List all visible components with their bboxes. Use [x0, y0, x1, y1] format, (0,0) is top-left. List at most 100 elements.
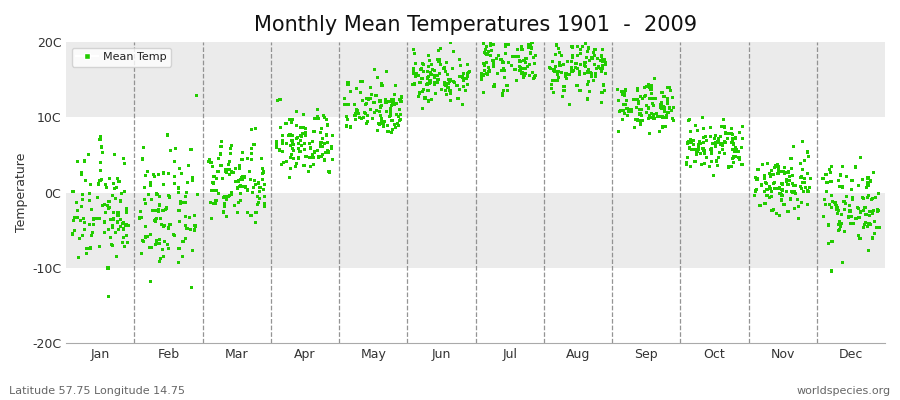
Point: [785, 165, 799, 172]
Point: [133, 208, 148, 215]
Point: [564, 65, 579, 71]
Point: [661, 109, 675, 115]
Point: [94, 202, 109, 208]
Point: [414, 65, 428, 71]
Point: [588, 46, 602, 53]
Point: [416, 60, 430, 66]
Point: [565, 53, 580, 59]
Point: [379, 108, 393, 114]
Point: [121, 240, 135, 246]
Point: [716, 116, 731, 122]
Point: [417, 86, 431, 93]
Point: [683, 136, 698, 142]
Point: [116, 226, 130, 232]
Point: [235, 174, 249, 181]
Point: [573, 46, 588, 52]
Point: [763, 186, 778, 192]
Point: [107, 151, 122, 158]
Bar: [67, 193, 885, 268]
Point: [587, 77, 601, 84]
Point: [235, 184, 249, 190]
Point: [313, 129, 328, 136]
Point: [704, 124, 718, 130]
Point: [648, 76, 662, 82]
Point: [516, 35, 530, 42]
Point: [639, 102, 653, 109]
Point: [548, 69, 562, 75]
Point: [140, 168, 155, 174]
Point: [642, 116, 656, 122]
Point: [630, 85, 644, 91]
Point: [113, 216, 128, 222]
Point: [844, 186, 859, 193]
Point: [762, 170, 777, 177]
Point: [289, 160, 303, 166]
Point: [279, 140, 293, 147]
Point: [596, 62, 610, 68]
Point: [374, 102, 389, 108]
Point: [138, 234, 152, 240]
Point: [686, 137, 700, 144]
Point: [643, 113, 657, 119]
Point: [680, 161, 694, 167]
Point: [232, 163, 247, 169]
Point: [240, 187, 255, 193]
Point: [270, 97, 284, 104]
Point: [658, 108, 672, 114]
Point: [213, 151, 228, 157]
Point: [871, 190, 886, 197]
Point: [65, 231, 79, 237]
Point: [834, 211, 849, 218]
Point: [497, 75, 511, 81]
Point: [381, 128, 395, 135]
Point: [494, 56, 508, 62]
Point: [797, 157, 812, 163]
Point: [153, 194, 167, 200]
Point: [653, 114, 668, 120]
Point: [306, 154, 320, 161]
Point: [644, 110, 658, 116]
Point: [849, 216, 863, 222]
Point: [307, 128, 321, 135]
Point: [354, 78, 368, 85]
Text: Latitude 57.75 Longitude 14.75: Latitude 57.75 Longitude 14.75: [9, 386, 185, 396]
Point: [648, 96, 662, 102]
Point: [116, 220, 130, 226]
Point: [243, 169, 257, 175]
Point: [454, 62, 468, 68]
Point: [724, 163, 739, 169]
Point: [107, 186, 122, 192]
Point: [815, 175, 830, 181]
Point: [310, 148, 325, 154]
Point: [310, 113, 325, 120]
Point: [253, 188, 267, 195]
Point: [643, 84, 657, 90]
Point: [552, 46, 566, 52]
Point: [788, 182, 803, 189]
Point: [432, 58, 446, 65]
Point: [74, 204, 88, 210]
Title: Monthly Mean Temperatures 1901  -  2009: Monthly Mean Temperatures 1901 - 2009: [254, 15, 698, 35]
Point: [481, 71, 495, 77]
Point: [209, 197, 223, 204]
Point: [370, 74, 384, 80]
Point: [376, 120, 391, 127]
Point: [518, 70, 532, 77]
Point: [851, 232, 866, 239]
Point: [644, 85, 659, 91]
Point: [446, 78, 461, 85]
Point: [374, 115, 389, 122]
Point: [187, 212, 202, 218]
Point: [644, 86, 658, 93]
Point: [134, 214, 148, 220]
Point: [643, 130, 657, 137]
Point: [144, 245, 158, 251]
Point: [289, 122, 303, 129]
Point: [233, 176, 248, 182]
Point: [423, 79, 437, 86]
Point: [76, 216, 91, 222]
Point: [664, 107, 679, 114]
Point: [860, 194, 875, 200]
Point: [551, 68, 565, 74]
Point: [143, 232, 157, 238]
